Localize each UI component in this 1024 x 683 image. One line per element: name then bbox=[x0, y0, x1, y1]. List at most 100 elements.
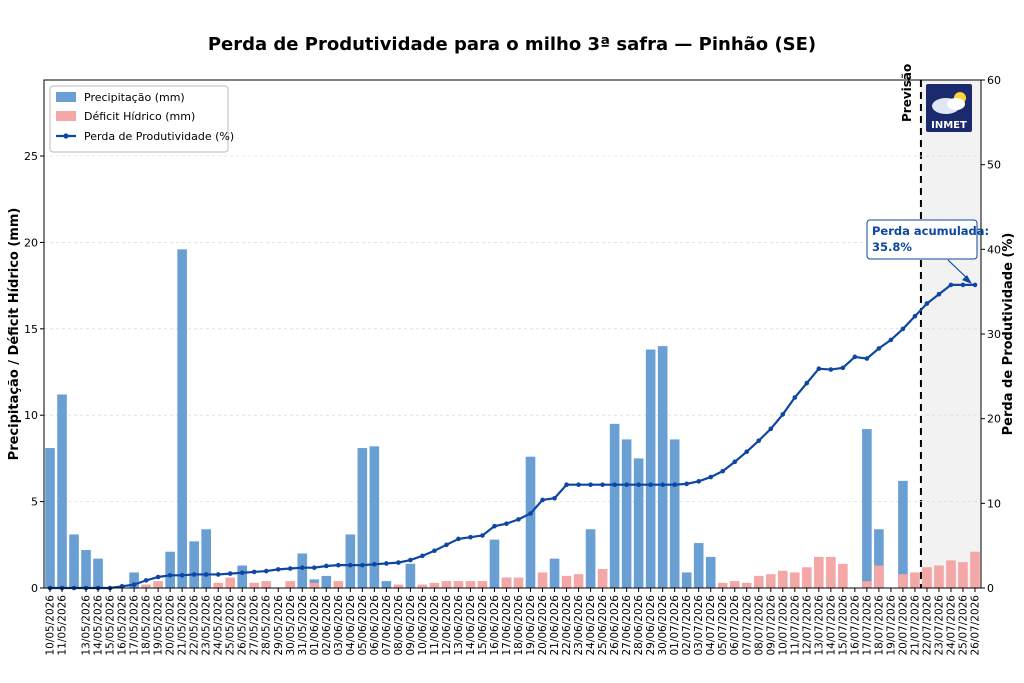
x-tick-label: 12/07/2026 bbox=[801, 595, 813, 656]
y-left-tick-label: 0 bbox=[31, 582, 38, 595]
loss-point bbox=[540, 497, 545, 503]
loss-point bbox=[948, 282, 954, 288]
loss-point bbox=[348, 562, 353, 568]
x-tick-label: 05/06/2026 bbox=[357, 595, 369, 656]
loss-line bbox=[47, 282, 978, 591]
loss-point bbox=[504, 521, 509, 526]
precipitation-bar bbox=[381, 581, 392, 588]
x-tick-label: 23/06/2026 bbox=[573, 595, 585, 656]
x-tick-label: 05/07/2026 bbox=[717, 595, 729, 656]
x-tick-label: 01/06/2026 bbox=[309, 595, 321, 656]
deficit-bar bbox=[309, 582, 320, 588]
x-tick-label: 10/06/2026 bbox=[417, 595, 429, 656]
forecast-label: Previsão bbox=[900, 64, 914, 122]
x-tick-label: 23/05/2026 bbox=[201, 595, 213, 656]
x-tick-label: 11/07/2026 bbox=[789, 595, 801, 656]
legend-label-loss: Perda de Produtividade (%) bbox=[84, 130, 234, 143]
precipitation-bar bbox=[369, 446, 380, 588]
x-tick-label: 02/06/2026 bbox=[321, 595, 333, 656]
loss-point bbox=[636, 482, 641, 488]
loss-point bbox=[167, 573, 173, 578]
y-left-tick-label: 25 bbox=[24, 150, 38, 163]
x-tick-label: 30/06/2026 bbox=[657, 595, 669, 656]
deficit-bar bbox=[934, 565, 944, 588]
loss-point bbox=[143, 578, 149, 583]
x-tick-label: 26/06/2026 bbox=[609, 595, 621, 656]
loss-point bbox=[912, 313, 918, 319]
precipitation-bar bbox=[898, 480, 908, 588]
x-tick-label: 01/07/2026 bbox=[669, 595, 681, 656]
legend-swatch-deficit bbox=[56, 111, 76, 121]
precipitation-bar bbox=[45, 448, 55, 588]
loss-point bbox=[780, 412, 786, 417]
x-tick-label: 14/07/2026 bbox=[825, 595, 837, 656]
x-tick-label: 28/05/2026 bbox=[261, 595, 273, 656]
x-tick-label: 22/06/2026 bbox=[561, 595, 573, 656]
x-tick-label: 16/05/2026 bbox=[117, 595, 129, 656]
deficit-bar bbox=[765, 574, 776, 588]
loss-point bbox=[528, 511, 533, 516]
loss-point bbox=[179, 573, 185, 578]
deficit-bar bbox=[741, 582, 752, 588]
loss-point bbox=[660, 482, 665, 488]
loss-point bbox=[648, 482, 653, 488]
y-right-tick-label: 50 bbox=[987, 159, 1001, 172]
loss-point bbox=[756, 438, 762, 443]
loss-point bbox=[840, 365, 846, 371]
precipitation-bar bbox=[357, 448, 368, 588]
precipitation-bar bbox=[633, 458, 644, 588]
precipitation-bar bbox=[237, 565, 248, 588]
precipitation-bar bbox=[405, 563, 416, 588]
loss-point bbox=[768, 426, 774, 432]
loss-point bbox=[432, 548, 437, 554]
x-tick-label: 02/07/2026 bbox=[681, 595, 693, 656]
loss-point bbox=[552, 495, 557, 501]
loss-point bbox=[708, 474, 714, 480]
precipitation-bar bbox=[657, 346, 668, 588]
loss-point bbox=[924, 301, 930, 306]
x-tick-label: 22/05/2026 bbox=[189, 595, 201, 656]
x-tick-label: 07/07/2026 bbox=[741, 595, 753, 656]
deficit-bar bbox=[946, 560, 956, 588]
x-tick-label: 24/05/2026 bbox=[213, 595, 225, 656]
x-tick-label: 22/07/2026 bbox=[921, 595, 933, 656]
x-tick-label: 08/07/2026 bbox=[753, 595, 765, 656]
x-tick-label: 03/06/2026 bbox=[333, 595, 345, 656]
x-tick-label: 23/07/2026 bbox=[933, 595, 945, 656]
x-tick-label: 09/06/2026 bbox=[405, 595, 417, 656]
legend-marker-loss bbox=[63, 133, 69, 139]
x-tick-label: 09/07/2026 bbox=[765, 595, 777, 656]
y-left-tick-label: 10 bbox=[24, 409, 38, 422]
x-tick-label: 20/06/2026 bbox=[537, 595, 549, 656]
loss-point bbox=[360, 562, 365, 568]
loss-point bbox=[672, 482, 677, 488]
deficit-bar bbox=[261, 581, 272, 588]
deficit-bar bbox=[826, 556, 836, 588]
x-tick-label: 15/07/2026 bbox=[837, 595, 849, 656]
x-tick-label: 18/07/2026 bbox=[873, 595, 885, 656]
x-tick-label: 08/06/2026 bbox=[393, 595, 405, 656]
deficit-bar bbox=[441, 581, 452, 588]
x-tick-label: 29/05/2026 bbox=[273, 595, 285, 656]
loss-point bbox=[456, 536, 461, 542]
legend-swatch-precipitation bbox=[56, 92, 76, 102]
precipitation-bar bbox=[645, 349, 656, 588]
legend-label-precipitation: Precipitação (mm) bbox=[84, 91, 185, 104]
loss-point bbox=[191, 572, 197, 577]
forecast-region bbox=[919, 80, 981, 588]
loss-point bbox=[864, 356, 870, 361]
precipitation-bar bbox=[201, 529, 211, 588]
loss-point bbox=[516, 517, 521, 522]
deficit-bar bbox=[717, 582, 728, 588]
x-tick-label: 29/06/2026 bbox=[645, 595, 657, 656]
x-tick-label: 28/06/2026 bbox=[633, 595, 645, 656]
loss-point bbox=[239, 570, 245, 576]
loss-point bbox=[299, 565, 305, 570]
x-tick-label: 04/07/2026 bbox=[705, 595, 717, 656]
x-tick-label: 07/06/2026 bbox=[381, 595, 393, 656]
deficit-bar bbox=[753, 575, 764, 588]
deficit-bar bbox=[958, 562, 968, 588]
loss-point bbox=[408, 557, 413, 563]
y-axis-left-label: Precipitação / Déficit Hídrico (mm) bbox=[7, 208, 22, 461]
x-tick-label: 24/07/2026 bbox=[945, 595, 957, 656]
